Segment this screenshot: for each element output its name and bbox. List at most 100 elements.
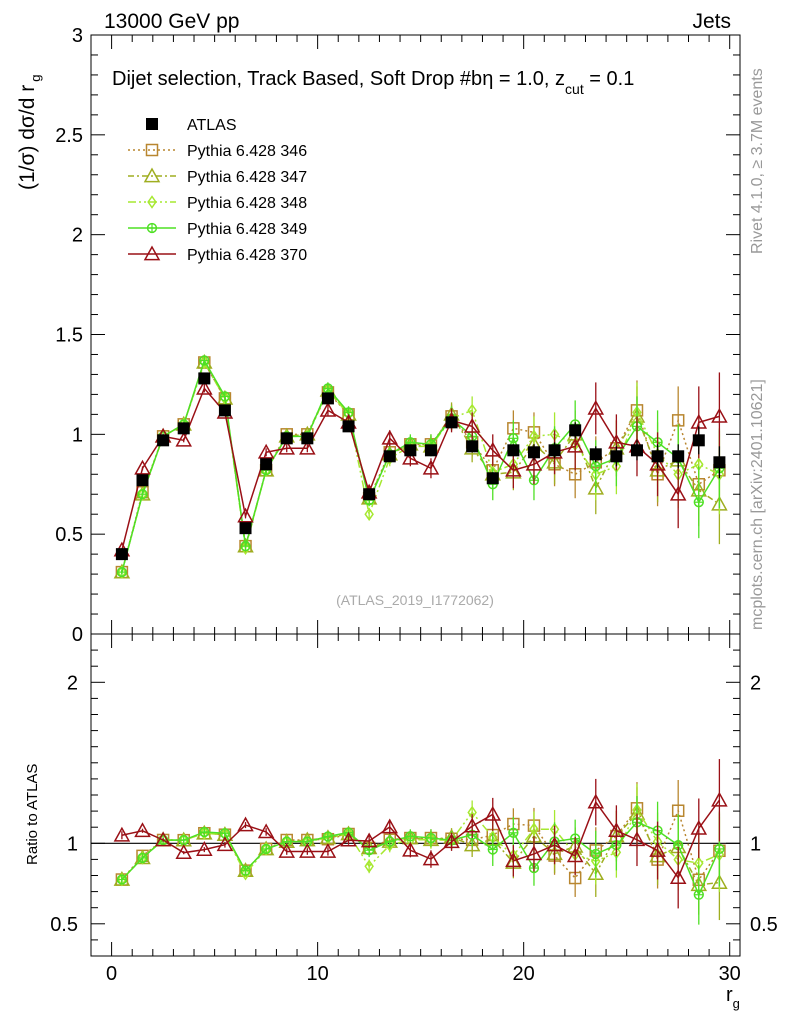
point-top-s370 xyxy=(196,379,213,395)
point-top-s370 xyxy=(711,407,728,423)
series-line-top-s347 xyxy=(121,360,720,573)
legend-label-s349: Pythia 6.428 349 xyxy=(187,221,307,238)
data-point xyxy=(404,444,417,457)
data-point xyxy=(507,444,520,457)
point-top-s370 xyxy=(402,449,419,465)
point-ratio-s348 xyxy=(364,859,374,874)
process-label: Jets xyxy=(692,10,731,33)
point-top-s348 xyxy=(117,565,127,579)
plot-title-sub: cut xyxy=(565,81,584,97)
data-point xyxy=(321,392,334,405)
series-line-ratio-s370 xyxy=(121,799,721,880)
legend-entry-s346: Pythia 6.428 346 xyxy=(128,143,307,160)
x-axis-label: rg xyxy=(726,984,740,1011)
point-ratio-s370 xyxy=(463,817,481,833)
x-axis-label-main: r xyxy=(726,984,733,1006)
point-top-s370 xyxy=(525,455,543,471)
point-ratio-s370 xyxy=(608,822,625,837)
data-point xyxy=(260,458,273,471)
top-y-tick-label: 2 xyxy=(72,225,83,247)
legend-entry-s347: Pythia 6.428 347 xyxy=(128,167,307,186)
data-point xyxy=(466,440,479,453)
point-ratio-s348 xyxy=(302,834,313,849)
data-point xyxy=(136,474,149,487)
point-ratio-s370 xyxy=(546,836,563,852)
analysis-watermark: (ATLAS_2019_I1772062) xyxy=(336,592,494,608)
data-point xyxy=(713,456,726,469)
data-point xyxy=(198,372,211,385)
point-top-s370 xyxy=(319,401,337,417)
point-ratio-s370 xyxy=(360,832,378,848)
data-point xyxy=(342,420,355,433)
point-top-s370 xyxy=(587,399,605,415)
point-ratio-s370 xyxy=(216,836,234,852)
legend-marker-s348 xyxy=(147,195,157,209)
mcplots-label: mcplots.cern.ch [arXiv:2401.10621] xyxy=(749,379,766,630)
bottom-plot-frame xyxy=(90,633,741,957)
data-point xyxy=(218,404,231,417)
point-ratio-s370 xyxy=(711,791,728,807)
series-line-top-s370 xyxy=(121,386,720,551)
point-top-s370 xyxy=(669,485,687,501)
series-data xyxy=(115,372,726,561)
series-line-ratio-s349 xyxy=(121,821,721,897)
bottom-y-tick-label-right: 0.5 xyxy=(750,914,778,936)
point-ratio-s370 xyxy=(443,833,460,849)
point-top-s348 xyxy=(137,487,148,502)
point-top-s370 xyxy=(257,443,275,459)
data-point xyxy=(445,416,458,429)
legend-marker-s346 xyxy=(145,143,159,157)
point-ratio-s370 xyxy=(257,823,275,839)
bottom-y-tick-label: 2 xyxy=(67,672,78,694)
bottom-y-axis-label: Ratio to ATLAS xyxy=(24,764,41,865)
point-ratio-s370 xyxy=(422,850,440,866)
point-ratio-s370 xyxy=(278,842,296,858)
point-top-s348 xyxy=(364,507,374,522)
point-top-s347 xyxy=(237,537,254,553)
data-point xyxy=(239,522,252,535)
legend-label-s346: Pythia 6.428 346 xyxy=(187,143,307,160)
data-point xyxy=(424,444,437,457)
point-ratio-s370 xyxy=(649,841,666,857)
data-point xyxy=(630,444,643,457)
data-point xyxy=(177,422,190,435)
data-point xyxy=(280,432,293,445)
point-ratio-s370 xyxy=(196,841,213,856)
point-ratio-s370 xyxy=(587,793,605,809)
data-point xyxy=(548,444,561,457)
data-point xyxy=(157,434,170,447)
data-point xyxy=(692,434,705,447)
point-ratio-s370 xyxy=(134,822,151,838)
legend-label-atlas: ATLAS xyxy=(187,117,237,134)
point-ratio-s370 xyxy=(299,842,316,858)
point-ratio-s370 xyxy=(237,816,254,832)
data-point xyxy=(527,446,540,459)
point-ratio-s370 xyxy=(175,844,192,860)
legend-entry-atlas: ATLAS xyxy=(146,117,237,134)
point-ratio-s348 xyxy=(261,842,271,856)
data-point xyxy=(672,450,685,463)
energy-label: 13000 GeV pp xyxy=(104,10,239,33)
point-top-s370 xyxy=(484,441,502,457)
point-ratio-s348 xyxy=(240,866,251,881)
point-top-s370 xyxy=(175,431,192,447)
top-y-tick-label: 1 xyxy=(72,424,83,446)
point-ratio-s347 xyxy=(463,836,481,852)
x-tick-label: 10 xyxy=(307,963,329,985)
data-point xyxy=(486,472,499,485)
top-y-axis-label-sub: g xyxy=(28,74,43,81)
series-line-top-s349 xyxy=(121,358,721,573)
legend-marker-atlas xyxy=(146,118,158,130)
legend-label-s370: Pythia 6.428 370 xyxy=(187,247,307,264)
point-ratio-s370 xyxy=(525,845,543,861)
legend-marker-s347 xyxy=(143,167,161,183)
x-tick-label: 20 xyxy=(513,963,535,985)
legend-entry-s348: Pythia 6.428 348 xyxy=(128,195,307,212)
legend-label-s347: Pythia 6.428 347 xyxy=(187,169,307,186)
bottom-y-tick-label: 0.5 xyxy=(50,914,78,936)
data-point xyxy=(383,450,396,463)
data-point xyxy=(569,424,582,437)
point-top-s370 xyxy=(505,461,522,477)
point-ratio-s370 xyxy=(381,818,399,834)
